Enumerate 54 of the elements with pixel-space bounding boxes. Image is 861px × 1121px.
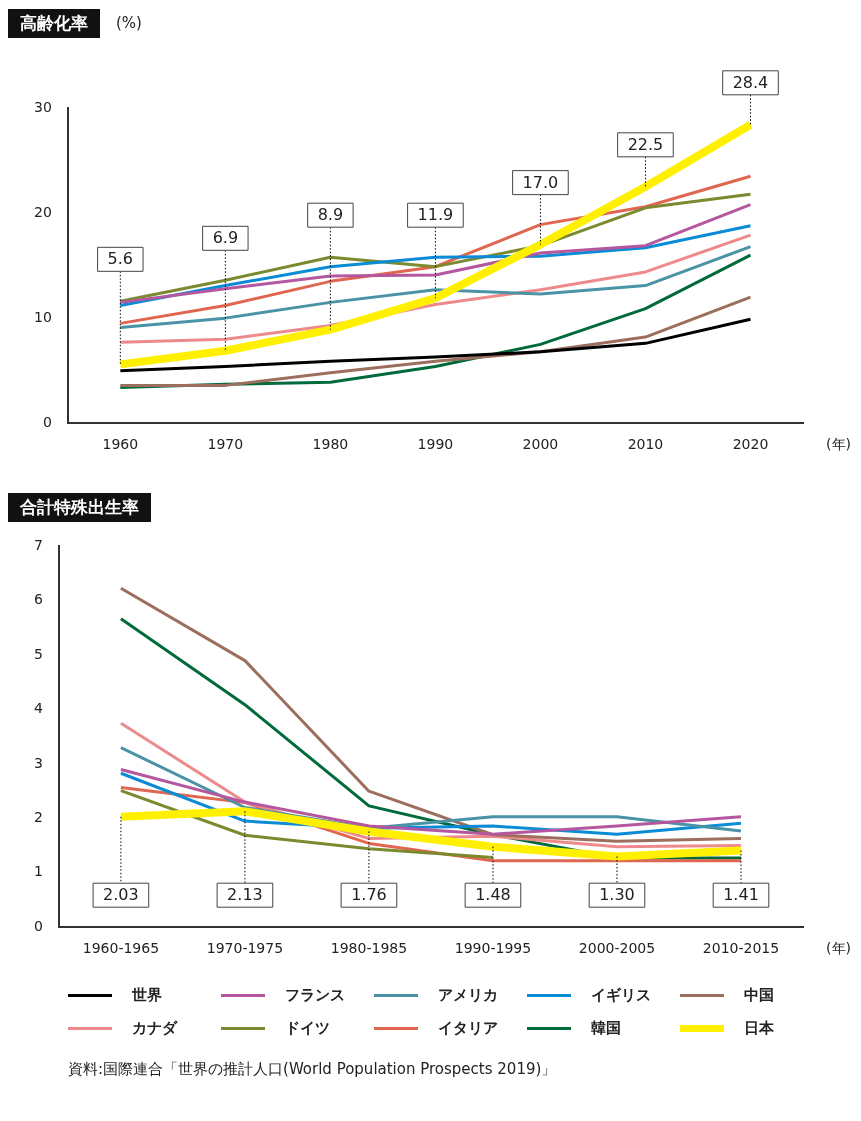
data-label: 28.4 (732, 72, 769, 92)
legend-label: アメリカ (438, 986, 498, 1005)
x-tick-label: 2000 (522, 436, 559, 453)
x-tick-label: 1980 (312, 436, 349, 453)
data-label: 6.9 (212, 228, 239, 248)
text: 資料:国際連合「世界の推計人口(World Population Prospects 2019)」 (67, 1059, 558, 1079)
data-label: 2.13 (227, 885, 263, 905)
y-tick-label: 30 (33, 98, 52, 115)
x-tick-label: 1970 (207, 436, 244, 453)
data-label: 5.6 (107, 249, 134, 269)
legend-label: イギリス (591, 986, 651, 1005)
x-tick-label: 2010-2015 (702, 940, 780, 957)
y-tick-label: 7 (33, 537, 43, 554)
data-label: 17.0 (522, 172, 559, 192)
x-tick-label: 2020 (732, 436, 769, 453)
data-label: 1.48 (475, 885, 511, 905)
legend-label: フランス (285, 986, 345, 1005)
x-tick-label: 1990-1995 (454, 940, 532, 957)
y-tick-label: 5 (33, 645, 43, 662)
y-tick-label: 4 (33, 700, 43, 717)
x-tick-label: 2000-2005 (578, 940, 656, 957)
y-tick-label: 3 (33, 754, 43, 771)
x-axis-title: (年) (826, 939, 851, 956)
chart-title: 高齢化率 (8, 8, 100, 38)
data-label: 1.41 (723, 885, 759, 905)
legend-label: イタリア (438, 1019, 498, 1038)
x-tick-label: 1960-1965 (82, 940, 160, 957)
legend-label: 韓国 (591, 1019, 621, 1038)
x-tick-label: 1990 (417, 436, 454, 453)
chart-title: 合計特殊出生率 (8, 492, 151, 522)
data-label: 8.9 (317, 205, 344, 225)
data-label: 11.9 (417, 205, 454, 225)
x-tick-label: 1970-1975 (206, 940, 284, 957)
x-tick-label: 2010 (627, 436, 664, 453)
x-tick-label: 1980-1985 (330, 940, 408, 957)
x-tick-label: 1960 (102, 436, 139, 453)
y-tick-label: 1 (33, 863, 43, 880)
y-tick-label: 10 (33, 308, 52, 325)
x-axis-title: (年) (826, 435, 851, 452)
legend-label: 日本 (744, 1019, 774, 1038)
legend-label: 中国 (744, 986, 774, 1005)
data-label: 2.03 (103, 885, 139, 905)
y-axis-title: (%) (116, 14, 142, 32)
legend-label: カナダ (132, 1019, 177, 1038)
y-tick-label: 0 (42, 413, 52, 430)
y-tick-label: 20 (33, 203, 52, 220)
legend-label: ドイツ (285, 1019, 330, 1038)
data-label: 1.30 (599, 885, 635, 905)
y-tick-label: 0 (33, 917, 43, 934)
legend-label: 世界 (132, 986, 162, 1005)
data-label: 1.76 (351, 885, 387, 905)
y-tick-label: 6 (33, 591, 43, 608)
y-tick-label: 2 (33, 809, 43, 826)
data-label: 22.5 (627, 134, 664, 154)
